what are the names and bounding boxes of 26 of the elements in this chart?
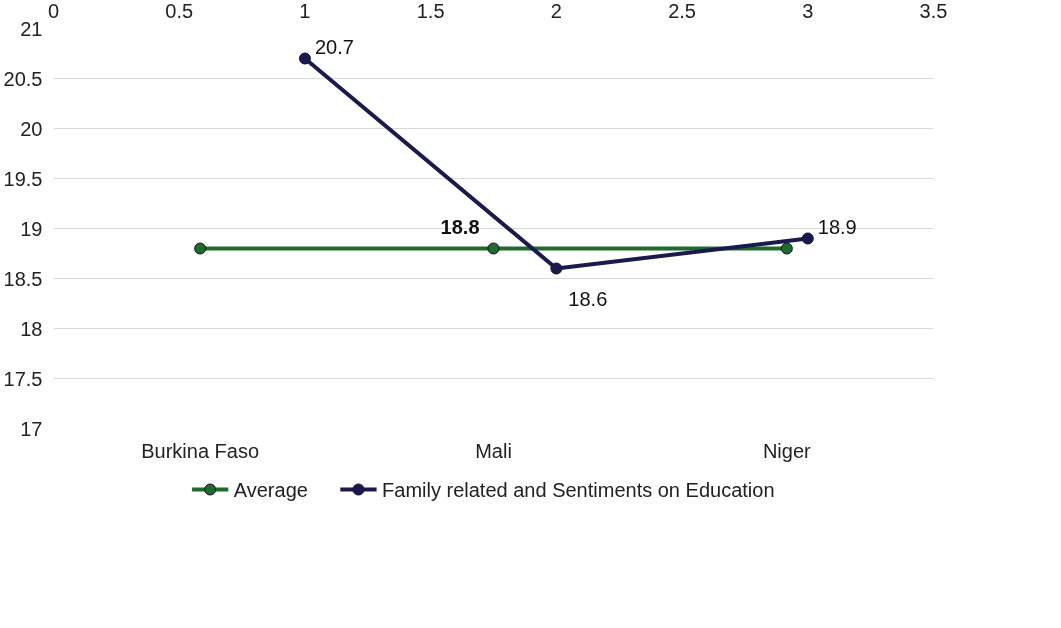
x-tick-label: Burkina Faso (141, 439, 260, 462)
x2-tick-label: 0 (47, 0, 60, 22)
y-tick-label: 17 (20, 417, 43, 440)
x-tick-label: Mali (475, 439, 512, 462)
x2-tick-label: 0.5 (165, 0, 194, 22)
y-tick-label: 19 (20, 217, 43, 240)
y-tick-label: 18.5 (3, 267, 43, 290)
y-tick-label: 20.5 (3, 67, 43, 90)
y-tick-label: 21 (20, 17, 43, 40)
legend-label: Average (233, 478, 308, 501)
x-tick-label: Niger (762, 439, 812, 462)
y-tick-label: 20 (20, 117, 43, 140)
data-label: 18.6 (568, 287, 608, 310)
data-label: 20.7 (314, 35, 354, 58)
x2-tick-label: 1 (299, 0, 311, 22)
x2-tick-label: 3 (802, 0, 814, 22)
x2-tick-label: 1.5 (416, 0, 445, 22)
y-tick-label: 18 (20, 317, 43, 340)
x2-tick-label: 2 (550, 0, 562, 22)
data-label: 18.8 (440, 215, 480, 238)
legend-label: Family related and Sentiments on Education (382, 478, 775, 501)
x2-tick-label: 2.5 (668, 0, 696, 22)
y-tick-label: 17.5 (3, 367, 43, 390)
x2-tick-label: 3.5 (919, 0, 948, 22)
y-tick-label: 19.5 (3, 167, 43, 190)
data-label: 18.9 (817, 215, 857, 238)
